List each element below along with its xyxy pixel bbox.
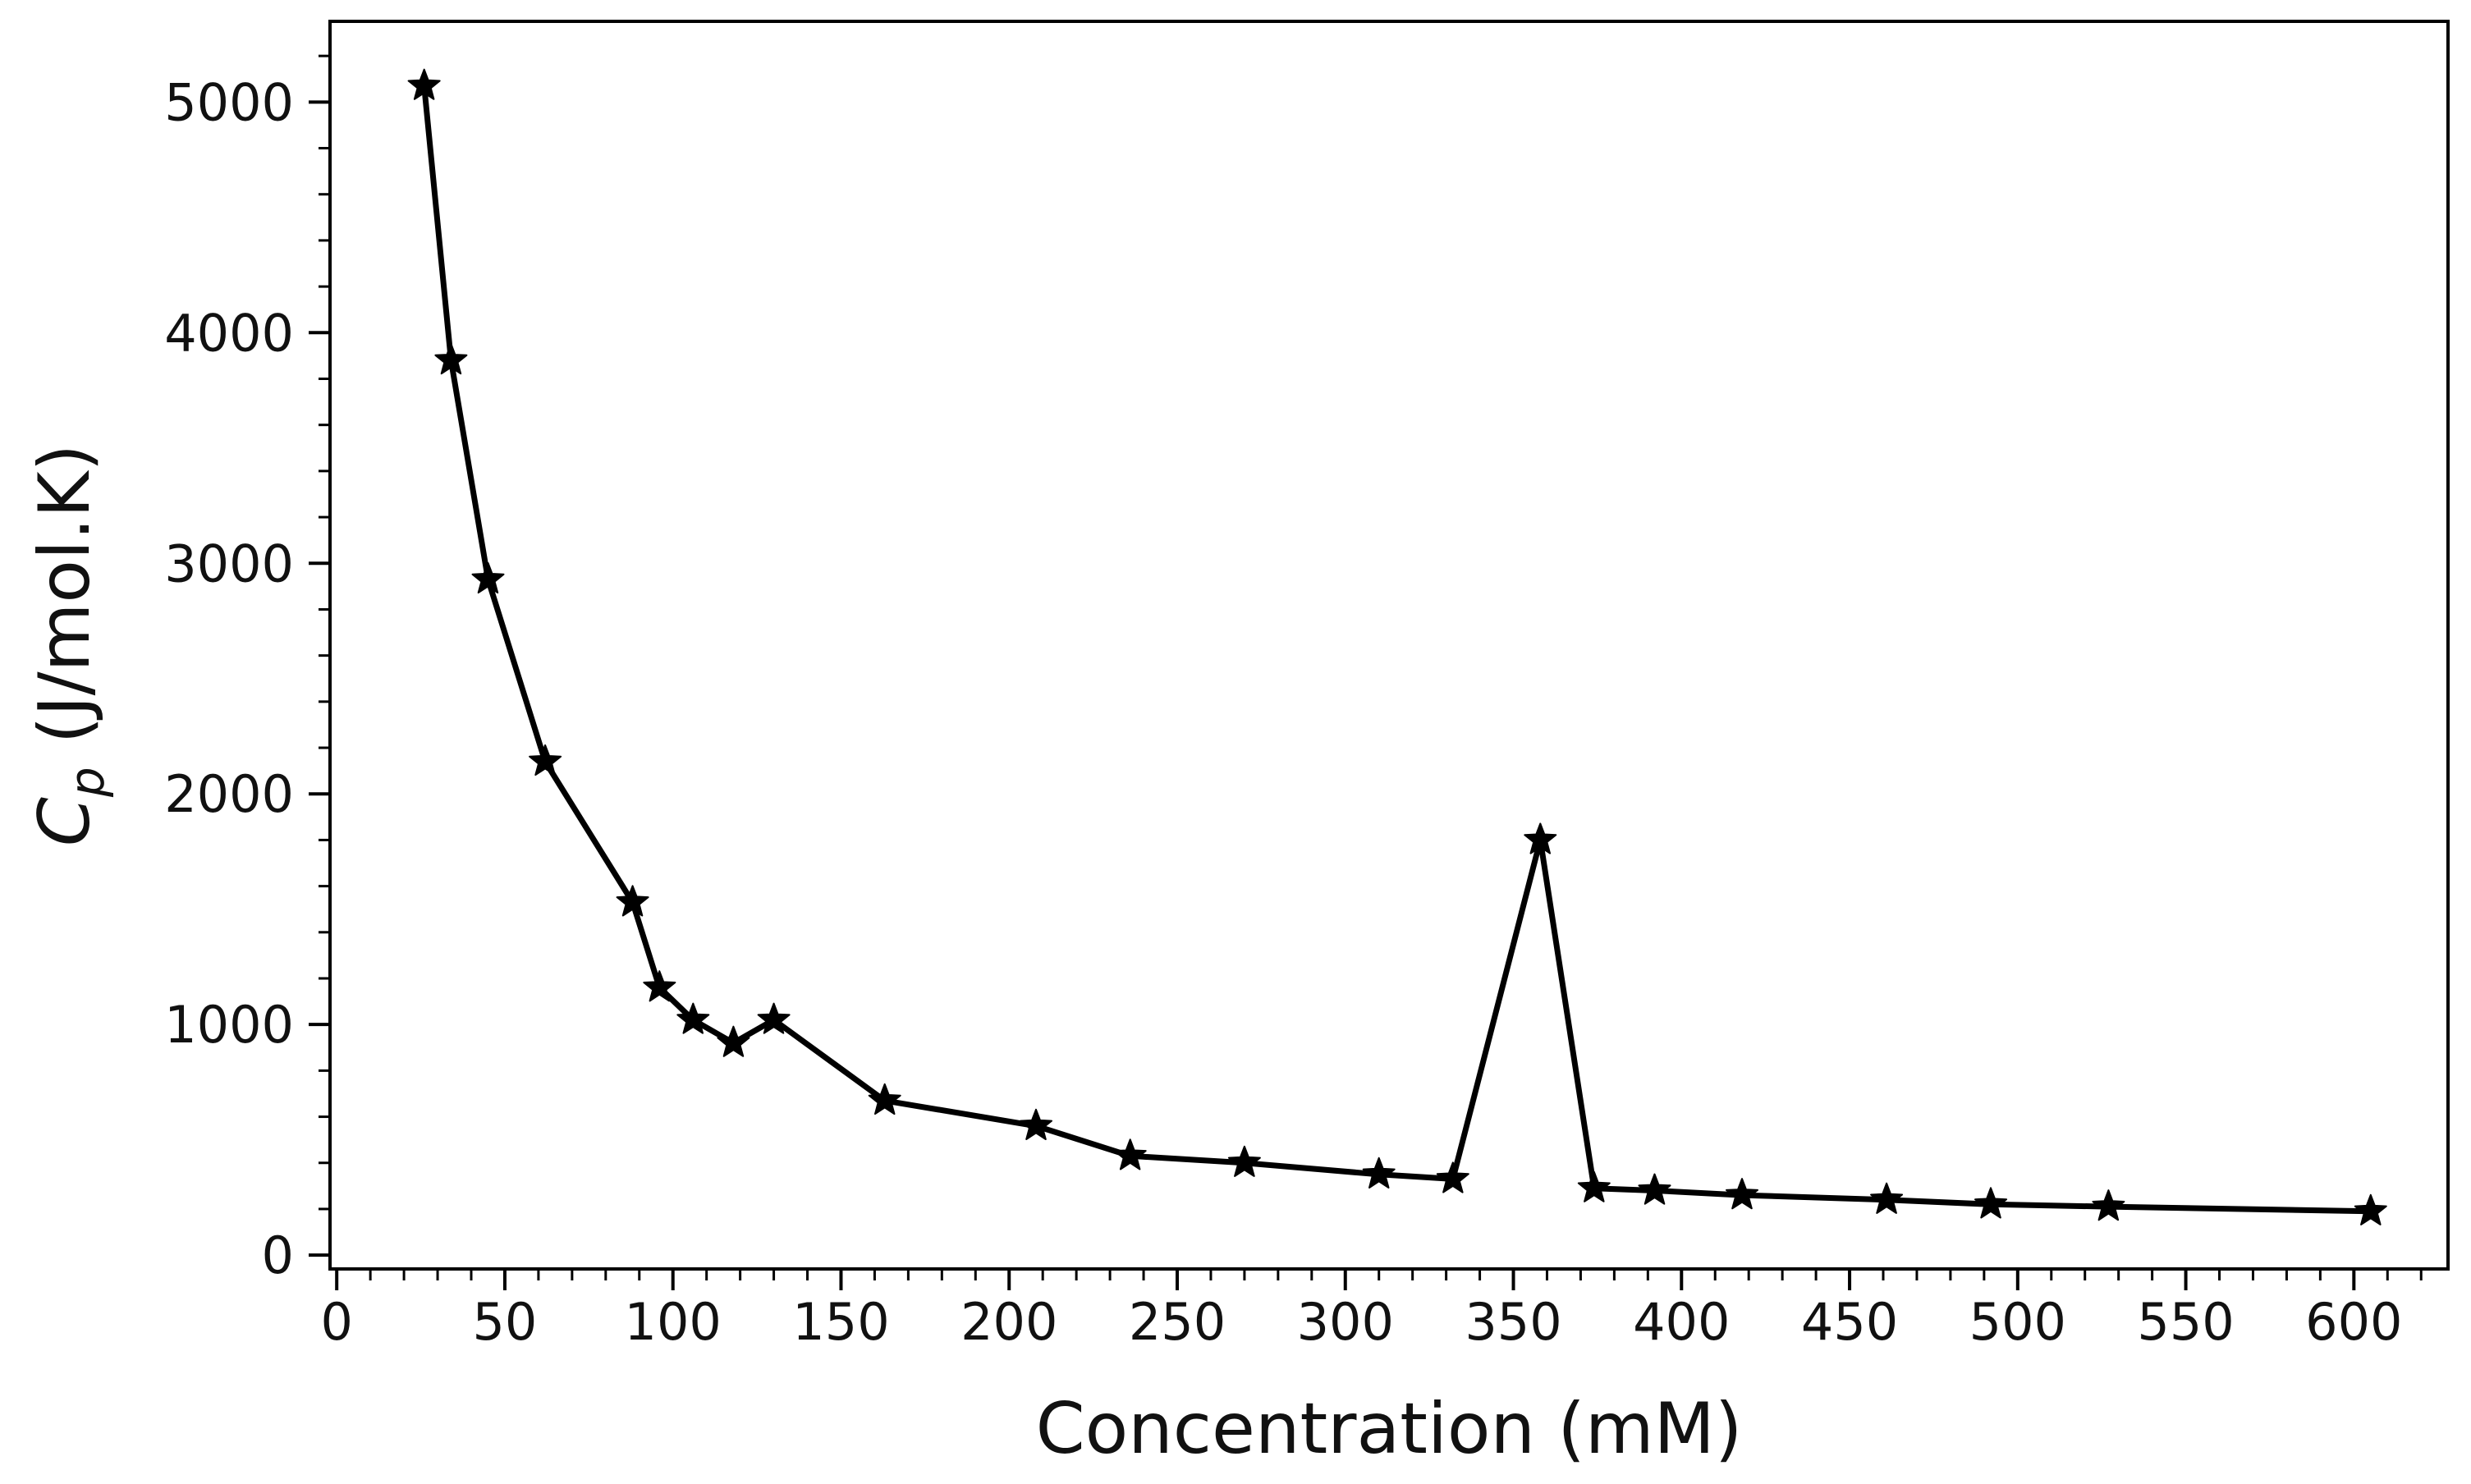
x-tick-label: 550 [2137, 1292, 2234, 1352]
y-tick-label: 5000 [164, 72, 294, 132]
x-tick-label: 50 [472, 1292, 537, 1352]
data-point-star [1020, 1108, 1052, 1140]
x-tick-label: 200 [960, 1292, 1057, 1352]
x-tick-label: 100 [625, 1292, 722, 1352]
data-point-star [1436, 1161, 1469, 1193]
y-tick-label: 3000 [164, 534, 294, 593]
data-point-star [434, 343, 468, 375]
x-tick-label: 450 [1801, 1292, 1898, 1352]
x-tick-label: 350 [1465, 1292, 1561, 1352]
data-point-star [2354, 1193, 2387, 1225]
x-tick-label: 250 [1129, 1292, 1226, 1352]
data-point-star [1638, 1173, 1671, 1205]
x-axis-ticks: 0 50 100 150 200 250 300 350 400 450 500 550 600 [320, 1269, 2423, 1352]
x-axis-label: Concentration (mM) [1036, 1388, 1743, 1470]
data-point-star [1974, 1187, 2008, 1219]
data-point-star [676, 1002, 710, 1034]
x-tick-label: 400 [1633, 1292, 1730, 1352]
data-point-star [616, 885, 649, 917]
data-point-star [1113, 1138, 1147, 1170]
x-tick-label: 500 [1969, 1292, 2066, 1352]
series-line [421, 83, 2374, 1215]
data-point-star [1726, 1178, 1758, 1210]
data-point-star [757, 1002, 791, 1034]
plot-frame [328, 20, 2450, 1271]
y-tick-label: 0 [262, 1225, 294, 1285]
data-point-star [1870, 1182, 1904, 1214]
y-axis-ticks: 0 1000 2000 3000 4000 5000 [164, 54, 330, 1285]
data-point-star [1524, 822, 1557, 854]
y-axis-label-symbol: C [24, 797, 106, 846]
data-point-star [1577, 1170, 1611, 1202]
x-tick-label: 300 [1297, 1292, 1394, 1352]
data-point-star [643, 970, 676, 1002]
y-axis-label-units: (J/mol.K) [24, 444, 106, 744]
y-axis-label: Cp (J/mol.K) [24, 444, 115, 846]
data-point-star [529, 744, 562, 776]
data-point-star [2092, 1189, 2125, 1221]
data-point-star [1362, 1157, 1396, 1189]
data-point-star [868, 1083, 901, 1115]
y-axis-label-subscript: p [59, 767, 115, 798]
y-tick-label: 4000 [164, 303, 294, 363]
data-point-star [717, 1025, 750, 1057]
data-point-star [471, 561, 505, 594]
y-tick-label: 2000 [164, 764, 294, 824]
data-point-star [407, 68, 441, 100]
y-tick-label: 1000 [164, 995, 294, 1055]
x-tick-label: 0 [320, 1292, 352, 1352]
data-point-star [1227, 1145, 1261, 1177]
x-tick-label: 600 [2305, 1292, 2402, 1352]
series-layer [407, 68, 2387, 1225]
x-tick-label: 150 [792, 1292, 889, 1352]
